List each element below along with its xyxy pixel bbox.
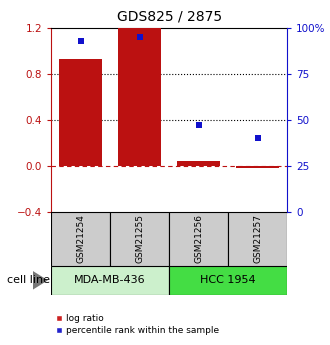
Bar [228,212,287,266]
Bar [118,28,161,166]
Text: cell line: cell line [7,275,50,285]
Bar [236,166,279,168]
Bar [59,59,102,166]
Text: MDA-MB-436: MDA-MB-436 [74,275,146,285]
Text: GSM21255: GSM21255 [135,214,144,264]
Bar [51,266,169,295]
Text: GSM21254: GSM21254 [76,215,85,263]
Polygon shape [33,271,48,289]
Text: HCC 1954: HCC 1954 [200,275,256,285]
Bar [169,266,287,295]
Bar [178,161,220,166]
Bar [110,212,169,266]
Text: GSM21257: GSM21257 [253,214,262,264]
Point [196,123,201,128]
Bar [51,212,110,266]
Point [78,38,83,43]
Bar [169,212,228,266]
Point [255,136,260,141]
Point [137,34,142,40]
Text: GSM21256: GSM21256 [194,214,203,264]
Legend: log ratio, percentile rank within the sample: log ratio, percentile rank within the sa… [52,311,223,339]
Title: GDS825 / 2875: GDS825 / 2875 [116,10,222,24]
